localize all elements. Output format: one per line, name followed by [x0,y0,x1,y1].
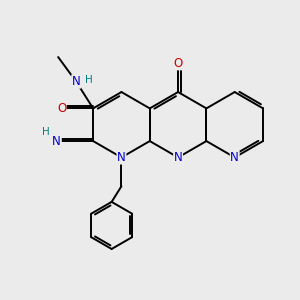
Text: H: H [42,127,50,137]
Text: N: N [52,135,61,148]
Text: O: O [173,57,183,70]
Text: N: N [117,151,126,164]
Text: O: O [57,102,66,115]
Text: H: H [85,75,92,85]
Text: N: N [72,75,80,88]
Text: N: N [230,151,239,164]
Text: N: N [174,151,182,164]
